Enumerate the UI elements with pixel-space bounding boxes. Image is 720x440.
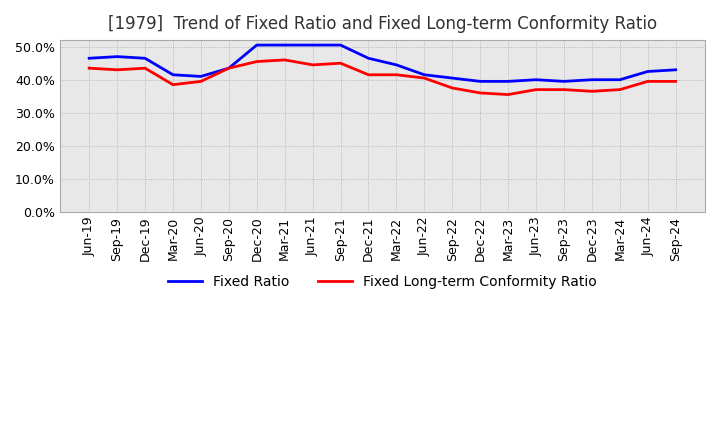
- Fixed Long-term Conformity Ratio: [644, 79, 652, 84]
- Fixed Ratio: [504, 79, 513, 84]
- Fixed Ratio: [559, 79, 568, 84]
- Fixed Long-term Conformity Ratio: [85, 66, 94, 71]
- Fixed Long-term Conformity Ratio: [531, 87, 540, 92]
- Fixed Ratio: [308, 42, 317, 48]
- Fixed Ratio: [85, 55, 94, 61]
- Fixed Ratio: [616, 77, 624, 82]
- Fixed Long-term Conformity Ratio: [197, 79, 205, 84]
- Fixed Ratio: [588, 77, 596, 82]
- Fixed Long-term Conformity Ratio: [671, 79, 680, 84]
- Fixed Long-term Conformity Ratio: [364, 72, 373, 77]
- Fixed Long-term Conformity Ratio: [392, 72, 401, 77]
- Fixed Long-term Conformity Ratio: [140, 66, 149, 71]
- Fixed Long-term Conformity Ratio: [616, 87, 624, 92]
- Fixed Long-term Conformity Ratio: [280, 57, 289, 62]
- Fixed Ratio: [336, 42, 345, 48]
- Fixed Long-term Conformity Ratio: [448, 85, 456, 91]
- Fixed Ratio: [225, 66, 233, 71]
- Fixed Long-term Conformity Ratio: [225, 66, 233, 71]
- Title: [1979]  Trend of Fixed Ratio and Fixed Long-term Conformity Ratio: [1979] Trend of Fixed Ratio and Fixed Lo…: [108, 15, 657, 33]
- Fixed Ratio: [448, 75, 456, 81]
- Legend: Fixed Ratio, Fixed Long-term Conformity Ratio: Fixed Ratio, Fixed Long-term Conformity …: [162, 269, 603, 294]
- Fixed Long-term Conformity Ratio: [420, 75, 428, 81]
- Fixed Ratio: [392, 62, 401, 67]
- Fixed Long-term Conformity Ratio: [504, 92, 513, 97]
- Fixed Ratio: [420, 72, 428, 77]
- Fixed Ratio: [113, 54, 122, 59]
- Fixed Long-term Conformity Ratio: [113, 67, 122, 73]
- Fixed Ratio: [253, 42, 261, 48]
- Fixed Ratio: [476, 79, 485, 84]
- Line: Fixed Long-term Conformity Ratio: Fixed Long-term Conformity Ratio: [89, 60, 675, 95]
- Fixed Long-term Conformity Ratio: [559, 87, 568, 92]
- Fixed Ratio: [671, 67, 680, 73]
- Fixed Ratio: [531, 77, 540, 82]
- Fixed Long-term Conformity Ratio: [336, 61, 345, 66]
- Line: Fixed Ratio: Fixed Ratio: [89, 45, 675, 81]
- Fixed Ratio: [168, 72, 177, 77]
- Fixed Long-term Conformity Ratio: [308, 62, 317, 67]
- Fixed Long-term Conformity Ratio: [588, 88, 596, 94]
- Fixed Long-term Conformity Ratio: [476, 90, 485, 95]
- Fixed Ratio: [140, 55, 149, 61]
- Fixed Ratio: [280, 42, 289, 48]
- Fixed Ratio: [644, 69, 652, 74]
- Fixed Long-term Conformity Ratio: [253, 59, 261, 64]
- Fixed Ratio: [364, 55, 373, 61]
- Fixed Ratio: [197, 74, 205, 79]
- Fixed Long-term Conformity Ratio: [168, 82, 177, 87]
